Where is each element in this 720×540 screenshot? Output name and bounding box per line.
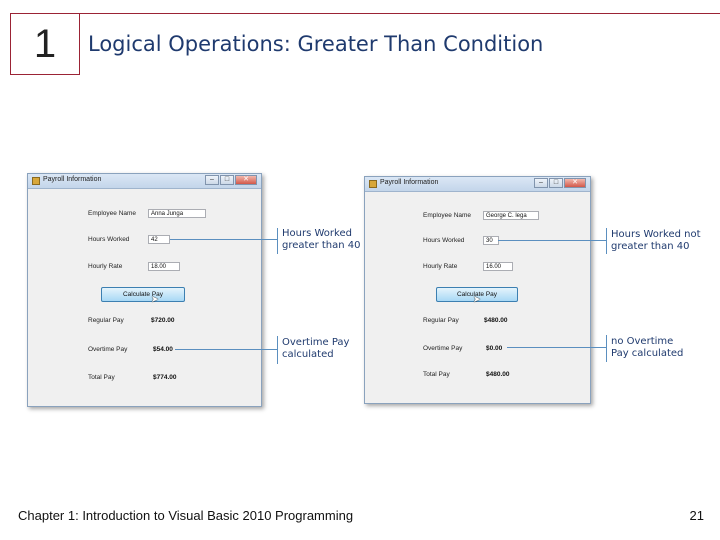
total-pay-label: Total Pay [423, 371, 450, 378]
callout-line-1: Overtime Pay [282, 337, 350, 348]
regular-pay-value: $720.00 [151, 317, 175, 324]
pointer-cursor-icon: ➤ [151, 294, 159, 304]
window-title: Payroll Information [43, 176, 102, 183]
hourly-rate-label: Hourly Rate [423, 263, 458, 270]
callout-connector [507, 347, 606, 348]
page-number: 21 [689, 508, 704, 523]
footer-chapter-title: Chapter 1: Introduction to Visual Basic … [18, 508, 354, 523]
window-app-icon [369, 180, 377, 188]
header-rule [80, 13, 720, 14]
callout-connector [498, 240, 606, 241]
regular-pay-value: $480.00 [484, 317, 508, 324]
callout-line-2: Pay calculated [611, 348, 684, 359]
window-titlebar[interactable]: Payroll Information – □ ✕ [365, 177, 590, 192]
total-pay-label: Total Pay [88, 374, 115, 381]
regular-pay-label: Regular Pay [423, 317, 459, 324]
calculate-pay-button[interactable]: Calculate Pay [436, 287, 518, 302]
callout-connector [170, 239, 277, 240]
regular-pay-label: Regular Pay [88, 317, 124, 324]
callout-bracket [277, 336, 278, 364]
total-pay-value: $480.00 [486, 371, 510, 378]
hours-worked-label: Hours Worked [88, 236, 130, 243]
callout-line-1: Hours Worked not [611, 229, 701, 240]
chapter-number: 1 [10, 13, 80, 75]
callout-line-1: no Overtime [611, 336, 674, 347]
calculate-pay-button[interactable]: Calculate Pay [101, 287, 185, 302]
pointer-cursor-icon: ➤ [473, 294, 481, 304]
callout-bracket [606, 335, 607, 362]
window-titlebar[interactable]: Payroll Information – □ ✕ [28, 174, 261, 189]
close-button[interactable]: ✕ [564, 178, 586, 188]
hours-worked-label: Hours Worked [423, 237, 465, 244]
callout-bracket [277, 228, 278, 254]
callout-connector [175, 349, 277, 350]
callout-hours-not-greater: Hours Worked not greater than 40 [611, 229, 701, 253]
hourly-rate-input[interactable]: 18.00 [148, 262, 180, 271]
window-controls: – □ ✕ [205, 175, 257, 185]
overtime-pay-value: $54.00 [153, 346, 173, 353]
callout-line-2: calculated [282, 349, 334, 360]
callout-no-overtime: no Overtime Pay calculated [611, 336, 683, 360]
callout-overtime-calculated: Overtime Pay calculated [282, 337, 349, 361]
window-app-icon [32, 177, 40, 185]
maximize-button[interactable]: □ [549, 178, 563, 188]
callout-line-2: greater than 40 [282, 240, 361, 251]
window-title: Payroll Information [380, 179, 439, 186]
slide-title: Logical Operations: Greater Than Conditi… [88, 32, 544, 56]
overtime-pay-value: $0.00 [486, 345, 503, 352]
overtime-pay-label: Overtime Pay [88, 346, 128, 353]
hourly-rate-input[interactable]: 16.00 [483, 262, 513, 271]
payroll-window-left: Payroll Information – □ ✕ Employee Name … [27, 173, 262, 407]
payroll-window-right: Payroll Information – □ ✕ Employee Name … [364, 176, 591, 404]
window-controls: – □ ✕ [534, 178, 586, 188]
maximize-button[interactable]: □ [220, 175, 234, 185]
minimize-button[interactable]: – [205, 175, 219, 185]
overtime-pay-label: Overtime Pay [423, 345, 463, 352]
employee-name-label: Employee Name [423, 212, 472, 219]
close-button[interactable]: ✕ [235, 175, 257, 185]
minimize-button[interactable]: – [534, 178, 548, 188]
total-pay-value: $774.00 [153, 374, 177, 381]
hourly-rate-label: Hourly Rate [88, 263, 123, 270]
callout-line-1: Hours Worked [282, 228, 352, 239]
callout-hours-greater: Hours Worked greater than 40 [282, 228, 361, 252]
employee-name-input[interactable]: George C. lega [483, 211, 539, 220]
callout-line-2: greater than 40 [611, 241, 690, 252]
employee-name-input[interactable]: Anna Junga [148, 209, 206, 218]
hours-worked-input[interactable]: 30 [483, 236, 499, 245]
callout-bracket [606, 228, 607, 254]
hours-worked-input[interactable]: 42 [148, 235, 170, 244]
employee-name-label: Employee Name [88, 210, 137, 217]
